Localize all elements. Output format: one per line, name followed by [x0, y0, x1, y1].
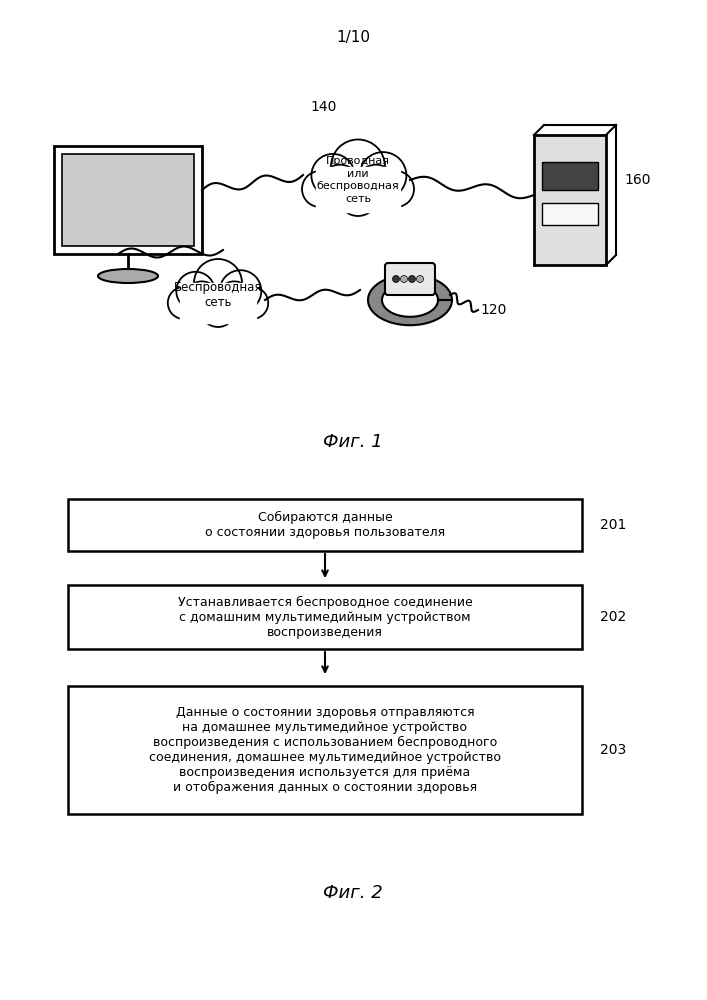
Circle shape — [200, 292, 235, 327]
FancyBboxPatch shape — [54, 146, 202, 254]
Text: 201: 201 — [600, 518, 626, 532]
Text: 203: 203 — [600, 743, 626, 757]
Circle shape — [194, 259, 242, 307]
Text: Устанавливается беспроводное соединение
с домашним мультимедийным устройством
во: Устанавливается беспроводное соединение … — [177, 595, 472, 639]
Text: 140: 140 — [310, 100, 337, 114]
Text: 1/10: 1/10 — [336, 30, 370, 45]
FancyBboxPatch shape — [62, 154, 194, 246]
Text: Беспроводная
сеть: Беспроводная сеть — [174, 280, 262, 310]
FancyBboxPatch shape — [542, 203, 598, 225]
Circle shape — [356, 165, 396, 204]
Circle shape — [320, 165, 360, 204]
Circle shape — [311, 154, 355, 197]
Text: Собираются данные
о состоянии здоровья пользователя: Собираются данные о состоянии здоровья п… — [205, 511, 445, 539]
Circle shape — [400, 275, 407, 282]
Text: 120: 120 — [480, 303, 506, 317]
Text: Данные о состоянии здоровья отправляются
на домашнее мультимедийное устройство
в: Данные о состоянии здоровья отправляются… — [149, 706, 501, 794]
Bar — [180, 283, 256, 323]
FancyBboxPatch shape — [534, 135, 606, 265]
Text: 202: 202 — [600, 610, 626, 624]
Circle shape — [185, 281, 219, 317]
Circle shape — [416, 275, 423, 282]
Circle shape — [302, 171, 338, 207]
Text: 160: 160 — [624, 173, 650, 187]
Circle shape — [168, 287, 200, 319]
Circle shape — [236, 287, 268, 319]
Text: Фиг. 1: Фиг. 1 — [323, 433, 383, 451]
Circle shape — [360, 152, 407, 199]
Circle shape — [338, 176, 378, 216]
Circle shape — [392, 275, 399, 282]
Text: Фиг. 2: Фиг. 2 — [323, 884, 383, 902]
Bar — [316, 166, 400, 212]
FancyBboxPatch shape — [542, 162, 598, 190]
Circle shape — [331, 139, 385, 194]
Circle shape — [409, 275, 416, 282]
Circle shape — [216, 281, 252, 317]
Circle shape — [378, 171, 414, 207]
Ellipse shape — [98, 269, 158, 283]
FancyBboxPatch shape — [68, 585, 582, 649]
FancyBboxPatch shape — [385, 263, 435, 295]
FancyBboxPatch shape — [68, 499, 582, 551]
Circle shape — [220, 270, 262, 312]
FancyBboxPatch shape — [68, 686, 582, 814]
Polygon shape — [368, 275, 452, 325]
Circle shape — [176, 272, 215, 310]
Text: Проводная
или
беспроводная
сеть: Проводная или беспроводная сеть — [317, 156, 399, 204]
